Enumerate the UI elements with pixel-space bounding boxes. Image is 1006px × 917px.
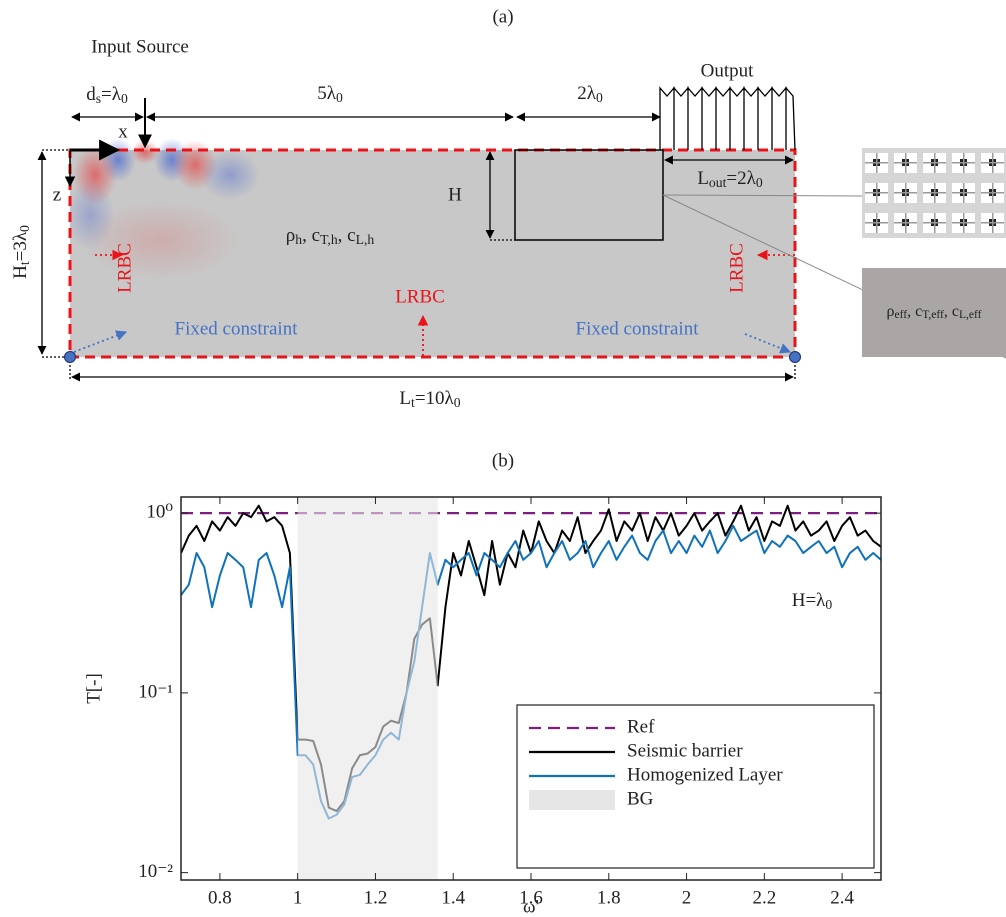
text-part: , c [302,225,320,246]
text-part: , c [944,303,959,320]
subscript: T,h [320,232,338,247]
label: LRBC [726,243,747,293]
text-part: 2λ [577,83,597,104]
label: ρeff, cT,eff, cL,eff [887,303,982,321]
text-part: ρ [286,225,295,246]
dimensions [37,86,796,382]
legend-label: Seismic barrier [627,740,743,761]
subscript: s [96,91,101,106]
label: 2λ0 [577,83,603,105]
label: x [118,121,128,142]
subscript: L,eff [959,309,982,321]
subscript: 0 [825,597,832,612]
subscript: eff [895,309,908,321]
text-part: =λ [101,84,122,105]
y-axis-label: T[-] [83,673,104,704]
subscript: h [295,232,302,247]
subscript: 0 [17,225,32,232]
label: H [448,184,462,205]
legend-label: BG [627,788,654,809]
text-part: , c [338,225,356,246]
label: 5λ0 [317,83,343,105]
subscript: out [709,175,727,190]
annotation: H=λ0 [792,590,833,612]
subscript: 0 [454,395,461,410]
label: Fixed constraint [576,318,700,339]
label: Ht=3λ0 [10,225,32,279]
x-tick-label: 1.6 [519,887,543,908]
subscript: 0 [756,175,763,190]
y-tick-label: 10⁻¹ [138,681,173,702]
band-gap [297,497,438,880]
text-part: L [697,168,709,189]
label: z [53,184,61,205]
label: Input Source [91,36,189,57]
x-tick-label: 1 [293,887,303,908]
subscript: 0 [121,91,128,106]
label: ρh, cT,h, cL,h [286,225,375,247]
fixed-point [789,351,801,363]
subscript: t [411,395,415,410]
text-part: d [86,84,96,105]
y-tick-label: 10⁻² [138,861,173,882]
y-tick-label: 10⁰ [146,502,173,523]
text-part: H [10,265,31,279]
effective-inset [862,268,1006,357]
panel-label: (a) [492,6,513,27]
fixed-point [64,351,76,363]
text-part: L [399,388,411,409]
subscript: 0 [596,90,603,105]
x-tick-label: 2.2 [752,887,776,908]
legend-swatch [529,790,615,810]
subscript: t [17,261,32,265]
label: ds=λ0 [86,84,128,106]
text-part: =10λ [415,388,455,409]
x-tick-label: 1.2 [364,887,388,908]
panel-label: (b) [492,450,514,471]
text-part: =3λ [10,231,31,261]
schematic: (a) [10,6,1006,410]
label: Fixed constraint [175,318,299,339]
x-tick-label: 1.4 [441,887,465,908]
domain-border [68,148,797,359]
x-tick-label: 2 [682,887,692,908]
legend-box [516,704,875,869]
label: Lout=2λ0 [697,168,763,190]
label: Lt=10λ0 [399,388,460,410]
x-tick-label: 2.4 [830,887,854,908]
x-axis-label: ω' [523,896,539,917]
x-tick-label: 1.8 [597,887,621,908]
x-tick-label: 0.8 [208,887,232,908]
subscript: L,h [356,232,375,247]
text-part: ρ [887,303,895,320]
text-part: , c [907,303,922,320]
label: LRBC [395,286,445,307]
label: LRBC [114,243,135,293]
text-part: H=λ [792,590,826,611]
subscript: T,eff [922,309,944,321]
text-part: 5λ [317,83,337,104]
text-part: =2λ [726,168,756,189]
label: Output [701,60,755,81]
subscript: 0 [336,90,343,105]
lattice-cells [862,148,1006,238]
legend-label: Homogenized Layer [627,764,783,785]
legend-label: Ref [627,716,655,737]
chart: (b) 0.8 1 1.2 1.4 1.6 1.8 2 2.2 2.4 10⁻² 10⁻¹ 10⁰ ω'… [83,450,882,917]
